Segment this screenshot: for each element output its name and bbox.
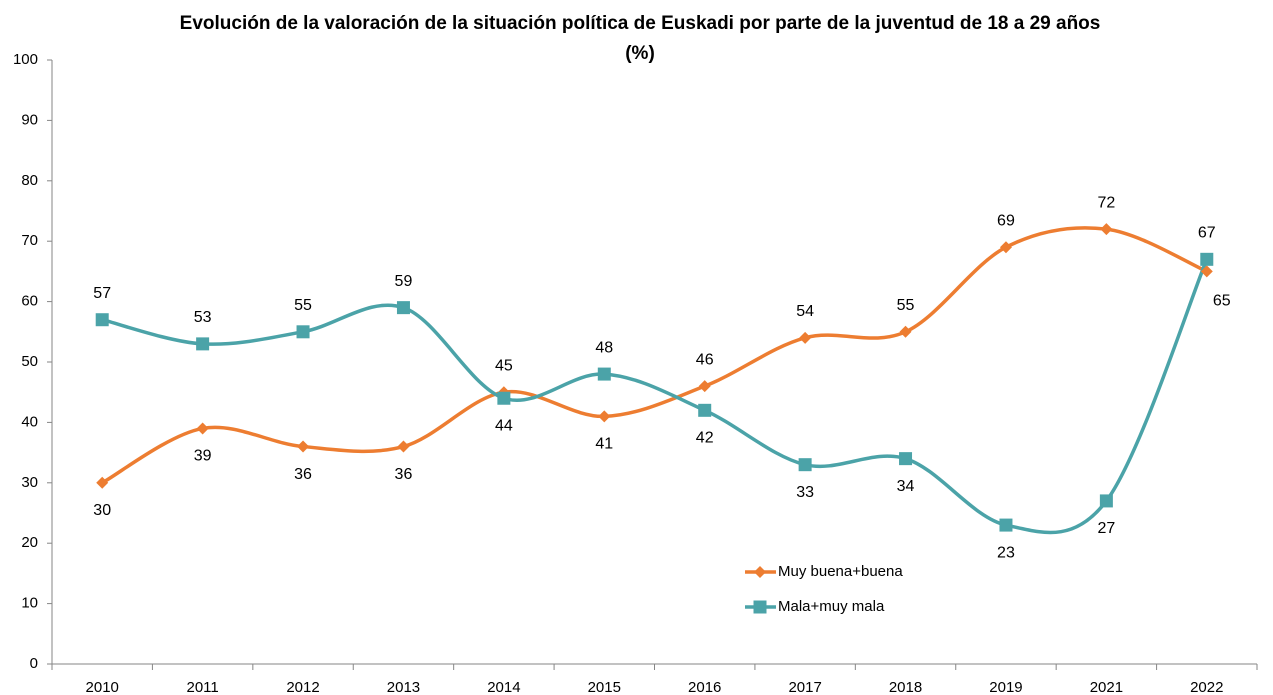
x-tick-label: 2016 bbox=[688, 679, 721, 695]
data-label: 46 bbox=[696, 351, 714, 368]
legend-label: Mala+muy mala bbox=[778, 598, 885, 615]
data-label: 44 bbox=[495, 417, 513, 434]
chart-title: Evolución de la valoración de la situaci… bbox=[180, 13, 1101, 34]
data-label: 48 bbox=[595, 339, 613, 356]
data-label: 53 bbox=[194, 309, 212, 326]
y-tick-label: 10 bbox=[21, 595, 38, 612]
point-marker bbox=[397, 440, 410, 453]
data-label: 67 bbox=[1198, 225, 1216, 242]
data-label: 41 bbox=[595, 436, 613, 453]
data-label: 59 bbox=[395, 273, 413, 290]
x-tick-label: 2010 bbox=[86, 679, 119, 695]
point-marker bbox=[296, 325, 310, 339]
legend-label: Muy buena+buena bbox=[778, 563, 903, 580]
y-tick-label: 50 bbox=[21, 353, 38, 370]
point-marker bbox=[196, 337, 210, 351]
point-marker bbox=[798, 458, 812, 472]
data-label: 65 bbox=[1213, 293, 1231, 310]
point-marker bbox=[899, 325, 912, 338]
data-label: 23 bbox=[997, 544, 1015, 561]
x-tick-label: 2017 bbox=[788, 679, 821, 695]
y-tick-label: 70 bbox=[21, 232, 38, 249]
data-label: 34 bbox=[897, 478, 915, 495]
series-line bbox=[101, 258, 1209, 535]
point-marker bbox=[1100, 223, 1113, 236]
point-marker bbox=[799, 331, 812, 344]
y-tick-label: 80 bbox=[21, 172, 38, 189]
point-marker bbox=[999, 518, 1013, 532]
point-marker bbox=[753, 600, 767, 614]
point-marker bbox=[1200, 252, 1214, 266]
data-label: 54 bbox=[796, 303, 814, 320]
data-label: 69 bbox=[997, 212, 1015, 229]
x-tick-label: 2018 bbox=[889, 679, 922, 695]
data-label: 45 bbox=[495, 357, 513, 374]
x-tick-label: 2021 bbox=[1090, 679, 1123, 695]
x-tick-label: 2022 bbox=[1190, 679, 1223, 695]
y-tick-label: 0 bbox=[30, 655, 38, 672]
point-marker bbox=[96, 476, 109, 489]
point-marker bbox=[597, 367, 611, 381]
data-label: 33 bbox=[796, 484, 814, 501]
data-label: 36 bbox=[294, 466, 312, 483]
x-tick-label: 2013 bbox=[387, 679, 420, 695]
y-tick-label: 90 bbox=[21, 111, 38, 128]
data-label: 39 bbox=[194, 448, 212, 465]
point-marker bbox=[95, 313, 109, 327]
point-marker bbox=[396, 301, 410, 315]
point-marker bbox=[698, 403, 712, 417]
data-label: 27 bbox=[1097, 520, 1115, 537]
x-tick-label: 2014 bbox=[487, 679, 520, 695]
y-tick-label: 40 bbox=[21, 413, 38, 430]
x-tick-label: 2011 bbox=[186, 679, 218, 695]
data-label: 42 bbox=[696, 430, 714, 447]
point-marker bbox=[899, 452, 913, 466]
point-marker bbox=[1200, 265, 1213, 278]
x-tick-label: 2015 bbox=[588, 679, 621, 695]
y-tick-label: 100 bbox=[13, 51, 38, 68]
data-label: 30 bbox=[93, 502, 111, 519]
point-marker bbox=[1099, 494, 1113, 508]
data-label: 72 bbox=[1097, 194, 1115, 211]
y-tick-label: 30 bbox=[21, 474, 38, 491]
y-tick-label: 60 bbox=[21, 293, 38, 310]
data-label: 36 bbox=[395, 466, 413, 483]
point-marker bbox=[196, 422, 209, 435]
point-marker bbox=[497, 391, 511, 405]
point-marker bbox=[297, 440, 310, 453]
x-tick-label: 2012 bbox=[286, 679, 319, 695]
y-tick-label: 20 bbox=[21, 534, 38, 551]
data-label: 55 bbox=[294, 297, 312, 314]
chart-subtitle: (%) bbox=[625, 43, 655, 64]
data-label: 57 bbox=[93, 285, 111, 302]
series-line bbox=[101, 226, 1208, 485]
point-marker bbox=[598, 410, 611, 423]
point-marker bbox=[698, 380, 711, 393]
x-tick-label: 2019 bbox=[989, 679, 1022, 695]
data-label: 55 bbox=[897, 297, 915, 314]
point-marker bbox=[754, 566, 766, 578]
point-marker bbox=[999, 241, 1012, 254]
